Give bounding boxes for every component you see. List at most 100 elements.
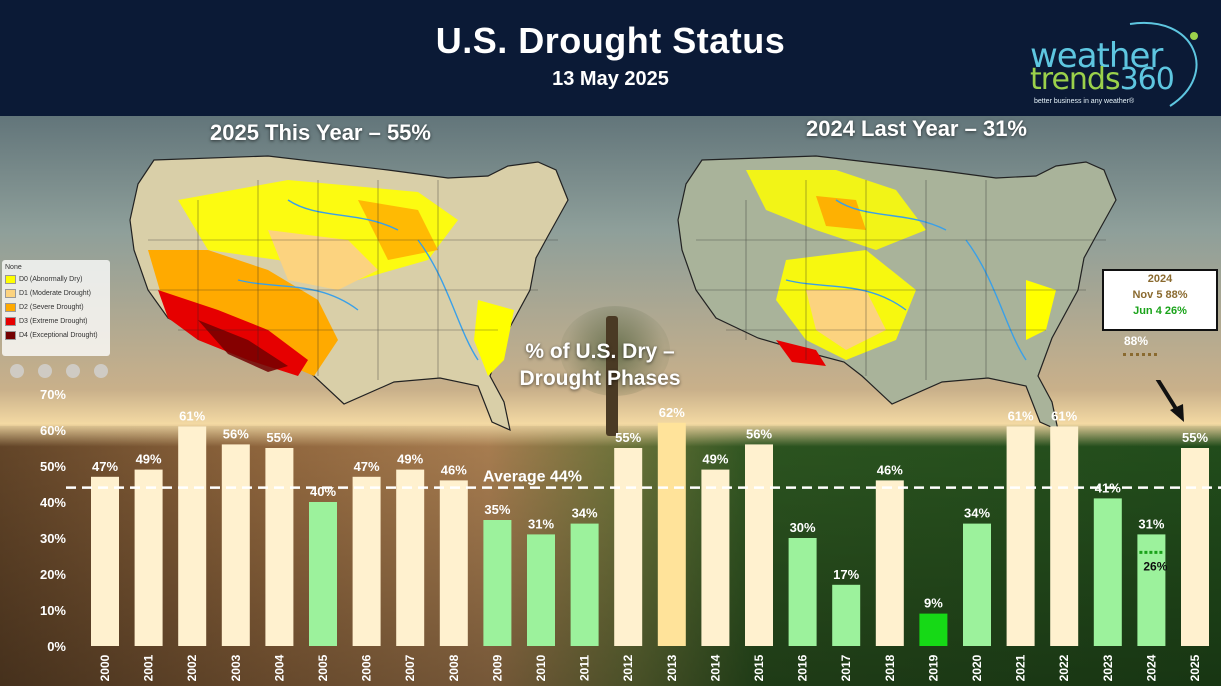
- bar-value-label: 61%: [1008, 408, 1034, 423]
- bar-value-label: 40%: [310, 484, 336, 499]
- x-tick-label: 2002: [185, 654, 199, 681]
- x-tick-label: 2005: [316, 654, 330, 681]
- average-label: Average 44%: [483, 469, 582, 486]
- legend-item: D0 (Abnormally Dry): [5, 274, 82, 285]
- bar-value-label: 30%: [790, 520, 816, 535]
- x-tick-label: 2000: [98, 654, 112, 681]
- y-tick-label: 10%: [40, 603, 66, 618]
- x-tick-label: 2001: [142, 654, 156, 681]
- x-tick-label: 2025: [1188, 654, 1202, 681]
- bar-value-label: 49%: [702, 452, 728, 467]
- y-tick-label: 40%: [40, 495, 66, 510]
- bar-value-label: 49%: [136, 452, 162, 467]
- bar-value-label: 47%: [92, 459, 118, 474]
- bar-value-label: 49%: [397, 452, 423, 467]
- bar-value-label: 35%: [484, 502, 510, 517]
- average-line-group: Average 44%: [66, 469, 1221, 489]
- y-tick-label: 70%: [40, 387, 66, 402]
- bar-2012: [614, 448, 643, 646]
- bar-2001: [134, 469, 163, 646]
- bar-2009: [483, 520, 512, 646]
- bar-value-label: 55%: [615, 430, 641, 445]
- agency-logo-icon: [10, 364, 24, 378]
- legend-swatch: [5, 316, 16, 326]
- report-date: 13 May 2025: [552, 68, 669, 90]
- x-tick-label: 2004: [272, 654, 286, 681]
- drought-map-2024: [677, 155, 1117, 432]
- agency-logo-icon: [94, 364, 108, 378]
- tree-trunk: [606, 316, 618, 436]
- bar-2023: [1093, 498, 1122, 646]
- logo-tagline: better business in any weather®: [1034, 98, 1135, 105]
- bar-2010: [527, 534, 555, 646]
- legend-swatch: [5, 274, 16, 284]
- x-tick-label: 2021: [1014, 654, 1028, 681]
- x-tick-label: 2019: [926, 654, 940, 681]
- bar-2016: [788, 538, 817, 646]
- logo-word-trends: trends360: [1030, 62, 1175, 97]
- legend-item: D1 (Moderate Drought): [5, 288, 91, 299]
- drought-map-legend: None D0 (Abnormally Dry) D1 (Moderate Dr…: [2, 260, 110, 356]
- x-tick-label: 2014: [708, 654, 722, 681]
- callout-2024-box: 2024 Nov 5 88% Jun 4 26%: [1102, 269, 1218, 331]
- bar-value-label: 55%: [1182, 430, 1208, 445]
- logo-word-weather: weather: [1030, 36, 1163, 76]
- legend-item: D3 (Extreme Drought): [5, 316, 87, 327]
- legend-item: D2 (Severe Drought): [5, 302, 84, 313]
- chart-annotations: 26%: [1139, 380, 1184, 573]
- callout-peak-label: 88%: [1124, 334, 1149, 348]
- x-tick-label: 2023: [1101, 654, 1115, 681]
- x-tick-label: 2011: [578, 655, 592, 681]
- weathertrends-logo: weather trends360 better business in any…: [1020, 14, 1210, 110]
- bar-2019: [919, 613, 948, 646]
- bar-2014: [701, 469, 730, 646]
- bar-2022: [1050, 426, 1079, 646]
- callout-nov: Nov 5 88%: [1132, 289, 1188, 301]
- logo-swoosh-icon: [1129, 21, 1198, 107]
- header-bar: U.S. Drought Status 13 May 2025 weather …: [0, 0, 1221, 116]
- bar-value-label: 46%: [441, 462, 467, 477]
- bar-value-label: 31%: [1138, 516, 1164, 531]
- bar-2008: [439, 480, 468, 646]
- x-tick-label: 2016: [796, 654, 810, 681]
- agency-logo-icon: [38, 364, 52, 378]
- y-tick-label: 30%: [40, 531, 66, 546]
- drought-bar-chart: 0% 10% 20% 30% 40% 50% 60% 70% 47% 2000 49% 2001 61…: [40, 380, 1221, 681]
- x-tick-label: 2015: [752, 654, 766, 681]
- bar-2005: [309, 502, 337, 646]
- callout-jun: Jun 4 26%: [1133, 305, 1187, 317]
- page-title: U.S. Drought Status: [435, 20, 786, 61]
- callout-year: 2024: [1147, 273, 1173, 285]
- bar-value-label: 61%: [1051, 408, 1077, 423]
- x-tick-label: 2009: [490, 654, 504, 681]
- x-tick-label: 2010: [534, 654, 548, 681]
- x-tick-label: 2020: [970, 654, 984, 681]
- map-2025-title: 2025 This Year – 55%: [210, 120, 431, 145]
- bar-2025: [1181, 448, 1209, 646]
- bar-2018: [875, 480, 904, 646]
- bar-value-label: 31%: [528, 516, 554, 531]
- drought-map-2025: [129, 155, 569, 432]
- bar-value-label: 17%: [833, 567, 859, 582]
- bar-2002: [178, 426, 207, 646]
- bar-2000: [91, 476, 119, 646]
- agency-logo-icon: [66, 364, 80, 378]
- callout-peak-marker: [1123, 353, 1157, 360]
- map-2024-title: 2024 Last Year – 31%: [806, 116, 1027, 141]
- y-tick-label: 0%: [47, 639, 66, 654]
- bar-value-label: 34%: [964, 506, 990, 521]
- x-tick-label: 2017: [839, 654, 853, 681]
- y-tick-label: 50%: [40, 459, 66, 474]
- chart-title: % of U.S. Dry – Drought Phases: [519, 340, 681, 390]
- x-tick-label: 2022: [1057, 654, 1071, 681]
- bar-value-label: 55%: [266, 430, 292, 445]
- bar-value-label: 62%: [659, 405, 685, 420]
- legend-item: None: [5, 264, 22, 271]
- bar-2007: [396, 469, 425, 646]
- x-tick-label: 2012: [621, 654, 635, 681]
- legend-swatch: [5, 288, 16, 298]
- bar-value-label: 61%: [179, 408, 205, 423]
- x-tick-label: 2013: [665, 654, 679, 681]
- legend-item: D4 (Exceptional Drought): [5, 330, 98, 341]
- bar-2004: [265, 448, 294, 646]
